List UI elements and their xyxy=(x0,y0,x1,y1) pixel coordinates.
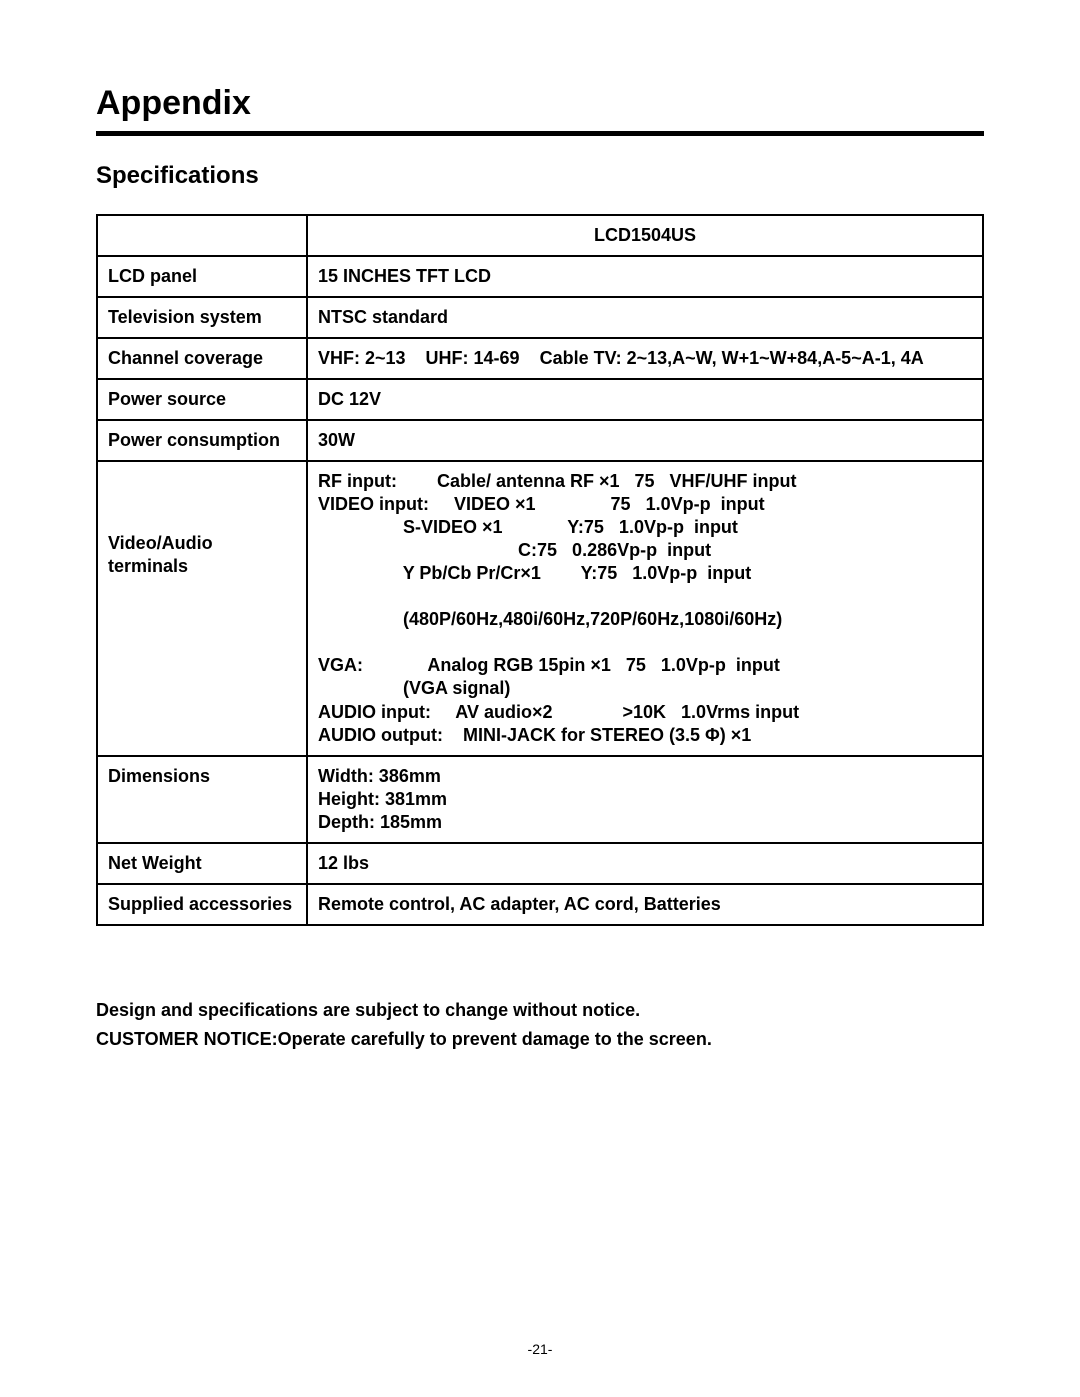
row-value: 15 INCHES TFT LCD xyxy=(307,256,983,297)
terminals-block: RF input: Cable/ antenna RF ×1 75 VHF/UH… xyxy=(318,470,972,746)
table-row: LCD panel 15 INCHES TFT LCD xyxy=(97,256,983,297)
title-rule xyxy=(96,131,984,136)
table-row: Power consumption 30W xyxy=(97,420,983,461)
table-row: Dimensions Width: 386mm Height: 381mm De… xyxy=(97,756,983,843)
table-row: Power source DC 12V xyxy=(97,379,983,420)
model-header: LCD1504US xyxy=(307,215,983,256)
row-label: Power source xyxy=(97,379,307,420)
row-value: DC 12V xyxy=(307,379,983,420)
row-value: 12 lbs xyxy=(307,843,983,884)
row-value: VHF: 2~13 UHF: 14-69 Cable TV: 2~13,A~W,… xyxy=(307,338,983,379)
row-label: Dimensions xyxy=(97,756,307,843)
row-label: Net Weight xyxy=(97,843,307,884)
notice-line-2: CUSTOMER NOTICE:Operate carefully to pre… xyxy=(96,1025,984,1054)
dim-depth: Depth: 185mm xyxy=(318,811,972,834)
table-row: Net Weight 12 lbs xyxy=(97,843,983,884)
spec-table: LCD1504US LCD panel 15 INCHES TFT LCD Te… xyxy=(96,214,984,926)
dim-height: Height: 381mm xyxy=(318,788,972,811)
row-value: Remote control, AC adapter, AC cord, Bat… xyxy=(307,884,983,925)
row-label: Power consumption xyxy=(97,420,307,461)
table-header-row: LCD1504US xyxy=(97,215,983,256)
row-value: NTSC standard xyxy=(307,297,983,338)
row-value: RF input: Cable/ antenna RF ×1 75 VHF/UH… xyxy=(307,461,983,755)
row-label: Video/Audio terminals xyxy=(97,461,307,755)
header-blank-cell xyxy=(97,215,307,256)
row-label: LCD panel xyxy=(97,256,307,297)
row-value: Width: 386mm Height: 381mm Depth: 185mm xyxy=(307,756,983,843)
dim-width: Width: 386mm xyxy=(318,765,972,788)
row-label: Channel coverage xyxy=(97,338,307,379)
notice-block: Design and specifications are subject to… xyxy=(96,996,984,1054)
page: Appendix Specifications LCD1504US LCD pa… xyxy=(0,0,1080,1397)
table-row: Video/Audio terminals RF input: Cable/ a… xyxy=(97,461,983,755)
appendix-title: Appendix xyxy=(96,84,984,123)
row-label: Supplied accessories xyxy=(97,884,307,925)
table-row: Channel coverage VHF: 2~13 UHF: 14-69 Ca… xyxy=(97,338,983,379)
table-row: Supplied accessories Remote control, AC … xyxy=(97,884,983,925)
row-value: 30W xyxy=(307,420,983,461)
row-label: Television system xyxy=(97,297,307,338)
page-number: -21- xyxy=(0,1341,1080,1357)
notice-line-1: Design and specifications are subject to… xyxy=(96,996,984,1025)
table-row: Television system NTSC standard xyxy=(97,297,983,338)
dimensions-block: Width: 386mm Height: 381mm Depth: 185mm xyxy=(318,765,972,834)
specifications-heading: Specifications xyxy=(96,162,984,190)
